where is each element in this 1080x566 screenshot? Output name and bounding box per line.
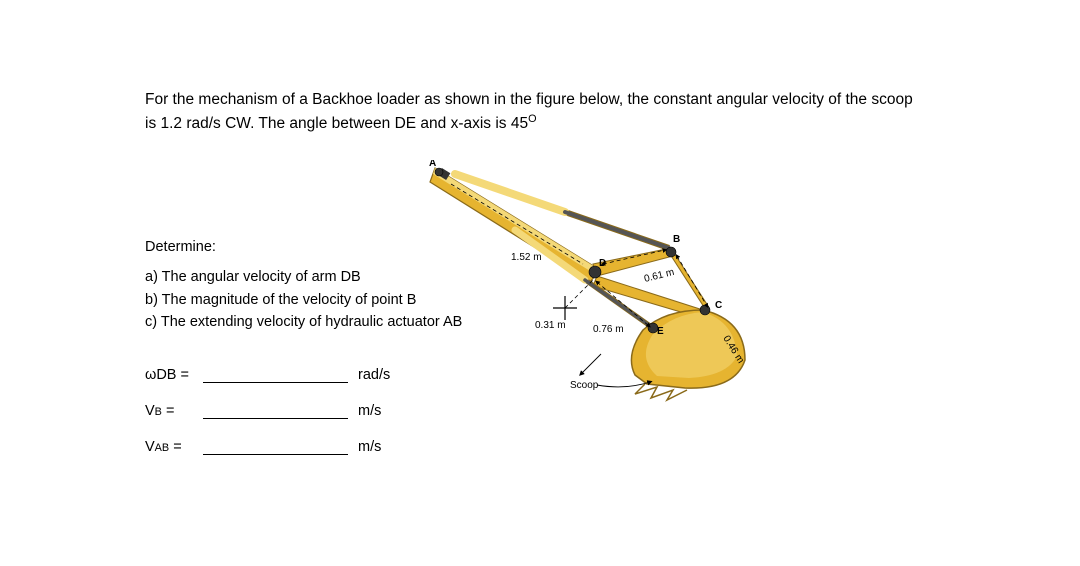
wdb-input[interactable] [203, 366, 348, 383]
label-a: A [429, 160, 436, 169]
label-e: E [657, 326, 664, 337]
dim-0.31: 0.31 m [535, 280, 593, 331]
vb-label-sub: B [155, 406, 162, 418]
scoop-label: Scoop [570, 380, 599, 391]
degree-symbol: O [528, 113, 536, 125]
lower-actuator [515, 230, 653, 328]
label-b: B [673, 234, 680, 245]
label-c: C [715, 300, 722, 311]
scoop-callout: Scoop [570, 380, 650, 391]
vb-input[interactable] [203, 402, 348, 419]
dim-label-061: 0.61 m [643, 267, 675, 285]
wdb-label: ωDB = [145, 364, 199, 386]
vb-label-pre: V [145, 403, 155, 419]
dim-label-031: 0.31 m [535, 320, 566, 331]
dim-label-152: 1.52 m [511, 252, 542, 263]
problem-line1: For the mechanism of a Backhoe loader as… [145, 91, 913, 108]
dim-label-076: 0.76 m [593, 324, 624, 335]
backhoe-figure: A B C D E 1.52 m 0.31 m 0.76 m 0.61 m 0.… [425, 160, 795, 420]
wdb-unit: rad/s [358, 364, 390, 386]
backhoe-svg: A B C D E 1.52 m 0.31 m 0.76 m 0.61 m 0.… [425, 160, 795, 420]
vab-unit: m/s [358, 436, 381, 458]
vab-label-post: = [169, 439, 182, 455]
vb-label: VB = [145, 400, 199, 422]
vab-label-pre: V [145, 439, 155, 455]
axis-y-arrow-icon [581, 354, 601, 374]
vab-input[interactable] [203, 438, 348, 455]
answer-row-vab: VAB = m/s [145, 436, 510, 458]
problem-line2a: is 1.2 rad/s CW. The angle between DE an… [145, 115, 528, 132]
vb-label-post: = [162, 403, 175, 419]
vab-label-sub: AB [155, 442, 170, 454]
problem-statement: For the mechanism of a Backhoe loader as… [145, 88, 945, 136]
boom-arm [430, 168, 600, 282]
vb-unit: m/s [358, 400, 381, 422]
vab-label: VAB = [145, 436, 199, 458]
